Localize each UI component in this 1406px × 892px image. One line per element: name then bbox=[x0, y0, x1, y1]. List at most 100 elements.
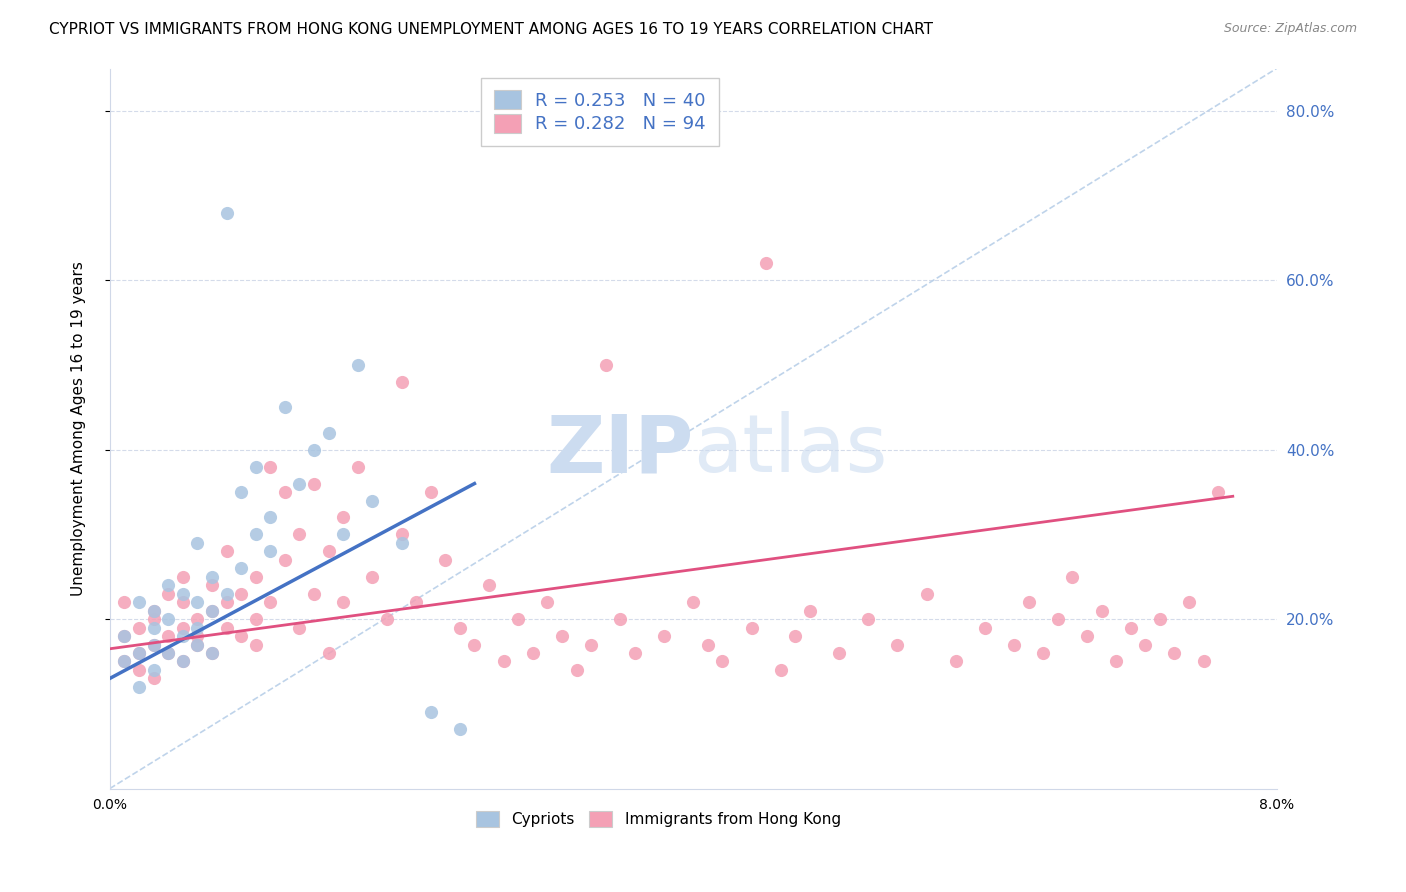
Point bbox=[114, 655, 136, 669]
Point bbox=[391, 527, 413, 541]
Point bbox=[172, 621, 194, 635]
Point bbox=[128, 663, 150, 677]
Point bbox=[245, 638, 267, 652]
Point bbox=[419, 706, 441, 720]
Point bbox=[142, 604, 165, 618]
Point bbox=[522, 646, 544, 660]
Point bbox=[186, 629, 208, 643]
Text: Source: ZipAtlas.com: Source: ZipAtlas.com bbox=[1223, 22, 1357, 36]
Point bbox=[274, 553, 297, 567]
Point bbox=[551, 629, 574, 643]
Point bbox=[1046, 612, 1069, 626]
Point bbox=[157, 629, 180, 643]
Point bbox=[229, 561, 252, 575]
Point bbox=[186, 536, 208, 550]
Point bbox=[375, 612, 398, 626]
Point bbox=[157, 646, 180, 660]
Point bbox=[172, 570, 194, 584]
Point bbox=[1135, 638, 1157, 652]
Point bbox=[361, 493, 384, 508]
Point bbox=[318, 646, 340, 660]
Point bbox=[128, 646, 150, 660]
Text: ZIP: ZIP bbox=[546, 411, 693, 489]
Point bbox=[1105, 655, 1128, 669]
Point bbox=[755, 256, 778, 270]
Point bbox=[536, 595, 558, 609]
Point bbox=[1032, 646, 1054, 660]
Point bbox=[229, 485, 252, 500]
Point bbox=[229, 587, 252, 601]
Point bbox=[245, 527, 267, 541]
Point bbox=[828, 646, 851, 660]
Point bbox=[346, 358, 368, 372]
Point bbox=[186, 595, 208, 609]
Point bbox=[915, 587, 938, 601]
Point bbox=[682, 595, 704, 609]
Point bbox=[172, 655, 194, 669]
Point bbox=[405, 595, 427, 609]
Point bbox=[302, 442, 325, 457]
Point bbox=[696, 638, 718, 652]
Point bbox=[114, 655, 136, 669]
Point bbox=[215, 587, 238, 601]
Point bbox=[259, 595, 281, 609]
Point bbox=[332, 510, 354, 524]
Text: atlas: atlas bbox=[693, 411, 887, 489]
Point bbox=[128, 621, 150, 635]
Point bbox=[128, 680, 150, 694]
Point bbox=[186, 612, 208, 626]
Point bbox=[1149, 612, 1171, 626]
Point bbox=[157, 646, 180, 660]
Point bbox=[201, 578, 224, 592]
Point bbox=[361, 570, 384, 584]
Point bbox=[785, 629, 807, 643]
Point bbox=[741, 621, 763, 635]
Point bbox=[259, 544, 281, 558]
Point bbox=[508, 612, 530, 626]
Point bbox=[201, 646, 224, 660]
Point bbox=[215, 595, 238, 609]
Point bbox=[288, 621, 311, 635]
Point bbox=[201, 646, 224, 660]
Point bbox=[624, 646, 647, 660]
Point bbox=[463, 638, 485, 652]
Point bbox=[215, 205, 238, 219]
Point bbox=[128, 595, 150, 609]
Point bbox=[142, 672, 165, 686]
Point bbox=[1192, 655, 1215, 669]
Point bbox=[186, 638, 208, 652]
Point bbox=[201, 604, 224, 618]
Point bbox=[142, 604, 165, 618]
Point bbox=[799, 604, 821, 618]
Point bbox=[142, 621, 165, 635]
Point bbox=[419, 485, 441, 500]
Point bbox=[172, 655, 194, 669]
Point bbox=[157, 578, 180, 592]
Point bbox=[579, 638, 602, 652]
Point bbox=[245, 570, 267, 584]
Point bbox=[711, 655, 734, 669]
Point bbox=[157, 587, 180, 601]
Point bbox=[945, 655, 967, 669]
Text: CYPRIOT VS IMMIGRANTS FROM HONG KONG UNEMPLOYMENT AMONG AGES 16 TO 19 YEARS CORR: CYPRIOT VS IMMIGRANTS FROM HONG KONG UNE… bbox=[49, 22, 934, 37]
Point bbox=[1018, 595, 1040, 609]
Point bbox=[186, 621, 208, 635]
Point bbox=[186, 638, 208, 652]
Point bbox=[609, 612, 631, 626]
Point bbox=[201, 570, 224, 584]
Point bbox=[259, 510, 281, 524]
Point bbox=[114, 629, 136, 643]
Point bbox=[856, 612, 879, 626]
Point bbox=[434, 553, 457, 567]
Point bbox=[1090, 604, 1112, 618]
Point bbox=[769, 663, 792, 677]
Point bbox=[492, 655, 515, 669]
Point bbox=[274, 485, 297, 500]
Point bbox=[288, 476, 311, 491]
Point bbox=[565, 663, 588, 677]
Point bbox=[172, 629, 194, 643]
Point bbox=[245, 612, 267, 626]
Y-axis label: Unemployment Among Ages 16 to 19 years: Unemployment Among Ages 16 to 19 years bbox=[72, 261, 86, 596]
Point bbox=[332, 595, 354, 609]
Point bbox=[128, 646, 150, 660]
